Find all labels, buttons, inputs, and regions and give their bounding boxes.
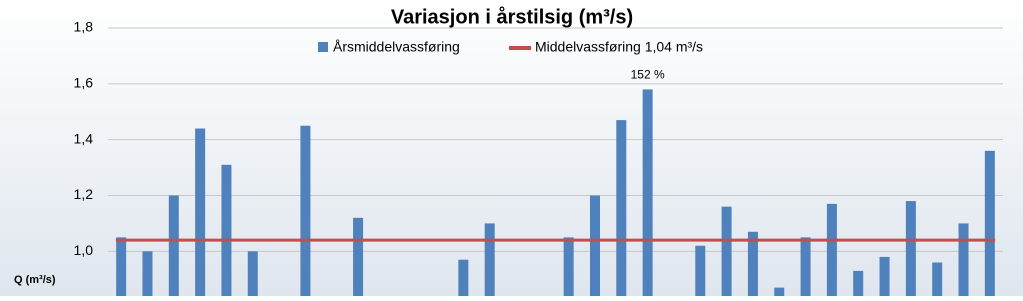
y-tick-label: 1,8 [74, 19, 94, 35]
bar [826, 203, 837, 296]
bar [589, 195, 600, 296]
plot-area [108, 27, 1003, 296]
bar [879, 256, 890, 296]
legend-label: Årsmiddelvassføring [333, 39, 460, 55]
data-label: 152 % [631, 68, 665, 82]
bar [800, 237, 811, 296]
bar [458, 259, 469, 296]
bar [563, 237, 574, 296]
bar [616, 120, 627, 296]
bar [747, 231, 758, 296]
bar [353, 217, 364, 296]
y-tick-label: 1,6 [74, 75, 94, 91]
bar [695, 245, 706, 296]
bar [142, 251, 153, 296]
legend-label: Middelvassføring 1,04 m³/s [535, 39, 703, 55]
bar [247, 251, 258, 296]
bar [721, 206, 732, 296]
bar [958, 223, 969, 296]
bar [300, 125, 311, 296]
bar [116, 237, 127, 296]
bar [932, 262, 943, 296]
bar [984, 150, 995, 296]
bar [484, 223, 495, 296]
bar [853, 270, 864, 296]
y-tick-label: 1,2 [74, 186, 94, 202]
bar [221, 164, 232, 296]
bar [905, 201, 916, 296]
chart-title: Variasjon i årstilsig (m³/s) [391, 5, 633, 28]
y-tick-label: 1,4 [74, 130, 94, 146]
bar [774, 287, 785, 296]
y-axis-label: Q (m³/s) [14, 274, 56, 286]
bar [168, 195, 179, 296]
bar [642, 89, 653, 296]
legend-swatch [318, 42, 328, 52]
y-tick-label: 1,0 [74, 242, 94, 258]
bar [195, 128, 206, 296]
